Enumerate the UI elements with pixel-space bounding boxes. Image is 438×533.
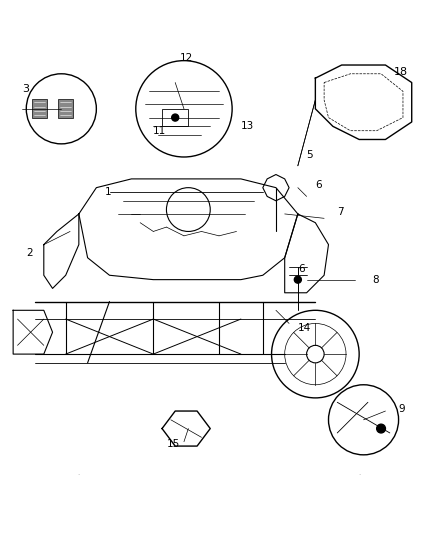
FancyBboxPatch shape — [32, 99, 47, 118]
Circle shape — [294, 276, 301, 283]
FancyBboxPatch shape — [58, 99, 73, 118]
Text: 3: 3 — [22, 84, 29, 94]
Text: 9: 9 — [399, 404, 405, 414]
Text: 6: 6 — [315, 181, 322, 190]
Bar — [162, 109, 188, 126]
Circle shape — [377, 424, 385, 433]
Text: 11: 11 — [153, 126, 166, 136]
Circle shape — [172, 114, 179, 121]
Text: 18: 18 — [394, 67, 408, 77]
Text: 13: 13 — [241, 122, 254, 131]
Text: 15: 15 — [166, 439, 180, 449]
Text: .: . — [78, 470, 80, 475]
Text: 8: 8 — [372, 274, 379, 285]
Text: .: . — [358, 470, 360, 475]
Text: 12: 12 — [180, 53, 193, 63]
Text: 6: 6 — [298, 264, 304, 273]
Text: 5: 5 — [307, 150, 313, 160]
Text: 7: 7 — [337, 207, 344, 217]
Text: 1: 1 — [105, 187, 112, 197]
Text: 2: 2 — [26, 248, 33, 259]
Text: 14: 14 — [298, 323, 311, 333]
